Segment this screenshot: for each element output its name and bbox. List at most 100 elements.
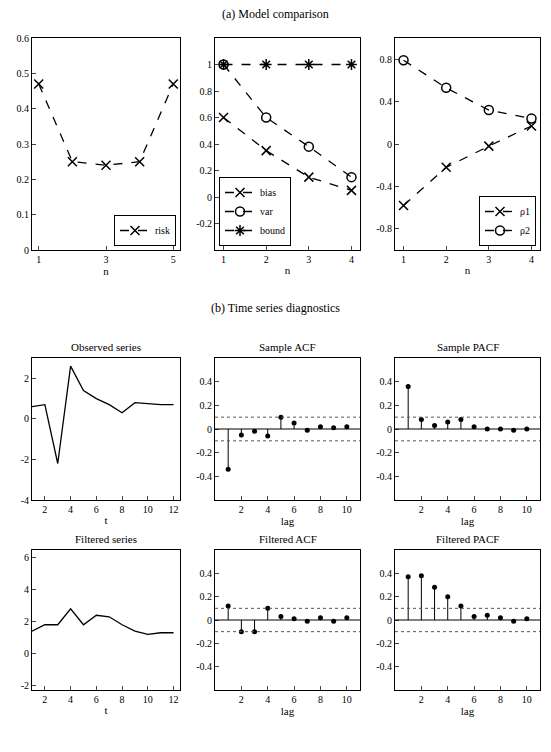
svg-text:2: 2	[419, 694, 424, 705]
svg-text:-0.2: -0.2	[196, 638, 212, 649]
svg-text:2: 2	[264, 254, 269, 265]
svg-text:0: 0	[24, 245, 29, 256]
svg-text:6: 6	[292, 694, 297, 705]
svg-text:0.1: 0.1	[17, 209, 30, 220]
svg-text:0.2: 0.2	[200, 591, 213, 602]
svg-text:t: t	[104, 704, 107, 716]
svg-text:bound: bound	[260, 225, 285, 236]
svg-text:6: 6	[94, 694, 99, 705]
svg-text:Sample PACF: Sample PACF	[437, 341, 499, 353]
svg-text:0.2: 0.2	[200, 400, 213, 411]
svg-text:lag: lag	[281, 705, 295, 717]
svg-text:2: 2	[444, 254, 449, 265]
svg-text:-0.4: -0.4	[376, 471, 392, 482]
svg-text:lag: lag	[461, 705, 475, 717]
svg-text:(a) Model comparison: (a) Model comparison	[222, 7, 329, 21]
svg-text:0.2: 0.2	[380, 591, 393, 602]
svg-text:2: 2	[24, 616, 29, 627]
svg-text:t: t	[104, 514, 107, 526]
svg-text:0: 0	[387, 424, 392, 435]
svg-text:-2: -2	[21, 680, 29, 691]
svg-text:4: 4	[349, 254, 354, 265]
svg-text:0.6: 0.6	[17, 33, 30, 44]
svg-text:Sample ACF: Sample ACF	[259, 341, 316, 353]
svg-text:8: 8	[120, 504, 125, 515]
svg-text:0.4: 0.4	[200, 568, 213, 579]
svg-text:8: 8	[498, 694, 503, 705]
svg-text:-0.2: -0.2	[196, 218, 212, 229]
svg-text:(b) Time series diagnostics: (b) Time series diagnostics	[211, 301, 340, 315]
svg-text:Filtered PACF: Filtered PACF	[436, 533, 499, 545]
svg-text:0: 0	[207, 192, 212, 203]
svg-text:n: n	[465, 264, 471, 276]
svg-text:4: 4	[265, 504, 270, 515]
svg-text:6: 6	[472, 694, 477, 705]
svg-text:0.8: 0.8	[380, 54, 393, 65]
svg-text:8: 8	[498, 504, 503, 515]
svg-text:-0.8: -0.8	[376, 223, 392, 234]
svg-text:2: 2	[239, 694, 244, 705]
svg-text:10: 10	[143, 504, 153, 515]
svg-text:0.2: 0.2	[380, 400, 393, 411]
svg-text:-0.2: -0.2	[376, 447, 392, 458]
svg-text:0.2: 0.2	[200, 165, 213, 176]
svg-text:3: 3	[306, 254, 311, 265]
svg-text:-0.4: -0.4	[376, 181, 392, 192]
svg-text:-2: -2	[21, 454, 29, 465]
svg-text:4: 4	[265, 694, 270, 705]
svg-text:12: 12	[169, 504, 179, 515]
svg-text:8: 8	[318, 504, 323, 515]
svg-text:Filtered series: Filtered series	[75, 533, 137, 545]
svg-text:10: 10	[143, 694, 153, 705]
svg-text:6: 6	[24, 552, 29, 563]
svg-text:3: 3	[104, 254, 109, 265]
svg-text:Observed series: Observed series	[71, 341, 141, 353]
svg-text:3: 3	[486, 254, 491, 265]
svg-text:bias: bias	[260, 187, 276, 198]
svg-text:0.6: 0.6	[200, 112, 213, 123]
svg-text:10: 10	[342, 694, 352, 705]
svg-text:-0.2: -0.2	[376, 638, 392, 649]
svg-text:6: 6	[94, 504, 99, 515]
svg-text:8: 8	[318, 694, 323, 705]
svg-text:4: 4	[445, 504, 450, 515]
svg-text:0.4: 0.4	[200, 139, 213, 150]
svg-text:5: 5	[171, 254, 176, 265]
svg-text:10: 10	[522, 694, 532, 705]
svg-text:2: 2	[42, 694, 47, 705]
svg-text:4: 4	[445, 694, 450, 705]
svg-text:Filtered ACF: Filtered ACF	[259, 533, 317, 545]
svg-text:-0.4: -0.4	[196, 471, 212, 482]
svg-text:-0.4: -0.4	[196, 661, 212, 672]
svg-text:lag: lag	[281, 515, 295, 527]
svg-text:-0.2: -0.2	[196, 447, 212, 458]
svg-text:10: 10	[342, 504, 352, 515]
svg-text:4: 4	[68, 504, 73, 515]
svg-text:2: 2	[24, 373, 29, 384]
svg-text:0.5: 0.5	[17, 68, 30, 79]
svg-text:0.4: 0.4	[17, 103, 30, 114]
svg-text:-0.4: -0.4	[376, 661, 392, 672]
svg-text:1: 1	[221, 254, 226, 265]
svg-text:4: 4	[24, 584, 29, 595]
svg-text:2: 2	[419, 504, 424, 515]
svg-text:12: 12	[169, 694, 179, 705]
svg-text:0: 0	[207, 424, 212, 435]
svg-text:6: 6	[472, 504, 477, 515]
svg-text:var: var	[260, 206, 273, 217]
svg-text:risk: risk	[155, 225, 170, 236]
svg-text:8: 8	[120, 694, 125, 705]
svg-text:2: 2	[42, 504, 47, 515]
svg-text:0.3: 0.3	[17, 139, 30, 150]
svg-text:n: n	[103, 265, 109, 277]
svg-text:10: 10	[522, 504, 532, 515]
svg-text:4: 4	[68, 694, 73, 705]
svg-text:0.4: 0.4	[380, 376, 393, 387]
svg-text:0.4: 0.4	[380, 96, 393, 107]
svg-text:-4: -4	[21, 495, 29, 506]
svg-text:ρ1: ρ1	[520, 206, 530, 217]
svg-text:1: 1	[207, 59, 212, 70]
svg-text:0.4: 0.4	[200, 376, 213, 387]
svg-text:1: 1	[36, 254, 41, 265]
svg-text:0.8: 0.8	[200, 86, 213, 97]
